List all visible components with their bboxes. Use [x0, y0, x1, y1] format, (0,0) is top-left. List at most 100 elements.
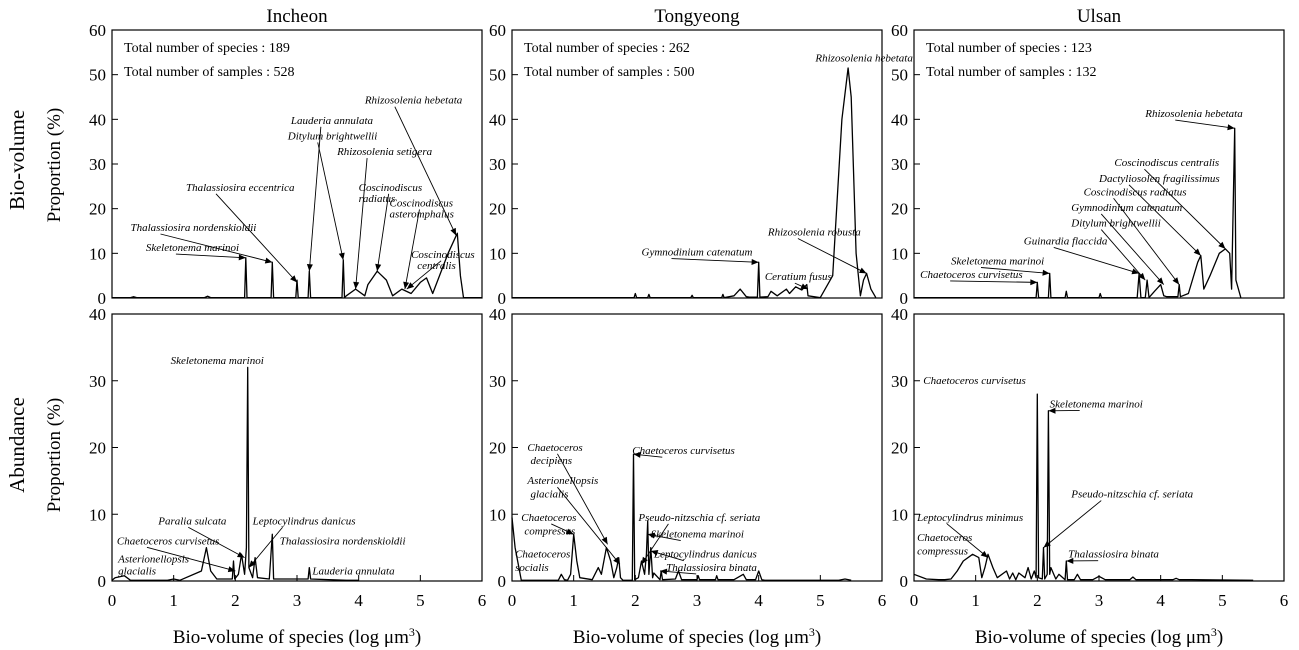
annotation-arrowhead — [1193, 248, 1201, 256]
annotation-label: Chaetoceros curvisetus — [117, 535, 220, 547]
annotation-arrow — [317, 142, 344, 261]
annotation-arrowhead — [650, 550, 659, 556]
annotation-label: glacialis — [531, 489, 569, 501]
annotation-arrow — [215, 193, 298, 283]
annotation-arrow — [146, 546, 236, 572]
annotation-arrowhead — [306, 264, 313, 272]
y-tick-label: 10 — [489, 505, 506, 524]
annotation-label: Thalassiosira eccentrica — [186, 182, 295, 194]
annotation-label: asteromphalus — [390, 209, 454, 221]
x-tick-label: 3 — [693, 591, 702, 610]
y-tick-label: 40 — [489, 110, 506, 129]
annotation-arrowhead — [633, 451, 641, 458]
x-tick-label: 0 — [508, 591, 517, 610]
annotation-label: Chaetoceros — [527, 442, 582, 454]
x-axis-title: Bio-volume of species (log μm3) — [173, 625, 421, 648]
annotation-arrow — [1128, 184, 1202, 256]
annotation-arrowhead — [601, 536, 608, 545]
annotation-arrow — [394, 106, 457, 236]
info-text: Total number of species : 123 — [926, 41, 1092, 56]
annotation-label: Ditylum brightwellii — [287, 130, 378, 142]
y-tick-label: 10 — [89, 244, 106, 263]
annotation-arrow — [557, 453, 608, 545]
annotation-label: Rhizosolenia robusta — [767, 226, 861, 238]
x-tick-label: 0 — [910, 591, 919, 610]
annotation-label: Coscinodiscus centralis — [1114, 157, 1219, 169]
y-tick-label: 40 — [891, 305, 908, 324]
panel-incheon-abundance: 0 10 20 30 40 0 1 2 3 4 5 6 Bio-volume of species (l… — [89, 305, 486, 648]
annotation-arrowhead — [375, 263, 382, 272]
y-tick-label: 0 — [900, 289, 909, 308]
series-line — [511, 453, 852, 581]
y-tick-label: 30 — [489, 372, 506, 391]
y-tick-label: 30 — [891, 372, 908, 391]
y-tick-label: 20 — [891, 200, 908, 219]
annotation-label: Leptocylindrus danicus — [653, 549, 757, 561]
panel-title: Ulsan — [1077, 6, 1122, 27]
annotation-label: Pseudo-nitzschia cf. seriata — [1070, 489, 1193, 501]
annotation-label: Thalassiosira binata — [1068, 549, 1159, 561]
x-tick-label: 3 — [1095, 591, 1104, 610]
y-tick-label: 0 — [98, 572, 107, 591]
annotation-label: Lauderia annulata — [290, 115, 374, 127]
annotation-arrowhead — [403, 281, 410, 290]
annotation-arrow — [671, 258, 759, 263]
annotation-label: Coscinodiscus — [411, 249, 475, 261]
annotation-label: Coscinodiscus — [390, 197, 454, 209]
annotation-arrowhead — [1156, 277, 1164, 285]
annotation-arrow — [1144, 168, 1226, 250]
annotation-arrowhead — [1042, 269, 1050, 276]
annotation-label: Leptocylindrus minimus — [916, 512, 1023, 524]
info-text: Total number of samples : 132 — [926, 65, 1097, 80]
y-tick-label: 0 — [900, 572, 909, 591]
annotation-label: glacialis — [118, 565, 156, 577]
annotation-arrow — [797, 238, 867, 274]
annotation-arrowhead — [800, 283, 808, 290]
panel-ulsan-biovolume: 0 10 20 30 40 50 60 Ulsan Total number of specie… — [891, 6, 1285, 308]
y-tick-label: 30 — [89, 372, 106, 391]
annotation-arrow — [946, 523, 989, 558]
annotation-label: Chaetoceros curvisetus — [923, 375, 1026, 387]
annotation-label: Dactyliosolen fragilissimus — [1098, 173, 1220, 185]
x-tick-label: 5 — [416, 591, 425, 610]
annotation-label: Gymnodinium catenatum — [642, 247, 753, 259]
series-line — [913, 393, 1254, 581]
annotation-label: compressus — [917, 545, 968, 557]
annotation-arrow — [557, 486, 621, 565]
annotation-label: Rhizosolenia hebetata — [364, 95, 463, 107]
annotation-label: Paralia sulcata — [157, 515, 227, 527]
annotation-label: Thalassiosira binata — [666, 562, 757, 574]
annotation-label: Rhizosolenia hebetata — [814, 52, 913, 64]
y-tick-label: 10 — [891, 505, 908, 524]
x-axis-title: Bio-volume of species (log μm3) — [573, 625, 821, 648]
annotation-label: Chaetoceros curvisetus — [632, 445, 735, 457]
annotation-arrow — [950, 280, 1038, 283]
annotation-label: Coscinodiscus — [359, 182, 423, 194]
y-tick-label: 10 — [489, 244, 506, 263]
series-line — [914, 127, 1242, 299]
annotation-label: Skeletonema marinoi — [146, 242, 239, 254]
annotation-arrowhead — [290, 275, 297, 283]
annotation-label: Leptocylindrus danicus — [252, 515, 356, 527]
x-tick-label: 4 — [1156, 591, 1165, 610]
annotation-label: Ceratium fusus — [765, 271, 832, 283]
annotation-arrow — [406, 260, 442, 290]
annotation-arrow — [1113, 197, 1180, 285]
y-tick-label: 50 — [489, 66, 506, 85]
annotation-arrow — [980, 267, 1050, 274]
annotation-arrow — [1175, 119, 1235, 129]
annotation-label: Ditylum brightwellii — [1070, 218, 1161, 230]
annotation-arrow — [160, 233, 273, 263]
annotation-label: Chaetoceros — [917, 532, 972, 544]
y-tick-label: 40 — [489, 305, 506, 324]
y-tick-label: 10 — [891, 244, 908, 263]
x-tick-label: 1 — [569, 591, 578, 610]
x-tick-label: 6 — [1280, 591, 1289, 610]
annotation-arrowhead — [1131, 268, 1140, 275]
annotation-arrow — [1100, 213, 1165, 285]
ylabel-top: Proportion (%) — [44, 108, 65, 223]
annotation-label: Rhizosolenia setigera — [336, 146, 433, 158]
annotation-arrowhead — [1172, 277, 1180, 285]
y-tick-label: 20 — [489, 439, 506, 458]
